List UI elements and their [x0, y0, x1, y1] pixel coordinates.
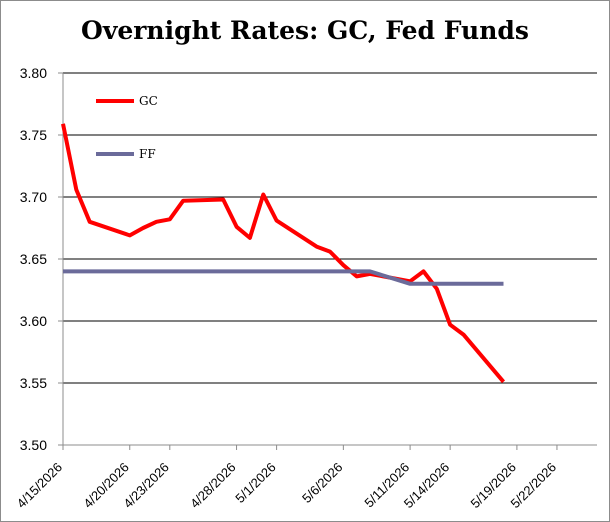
y-tick-label: 3.70 [20, 189, 47, 205]
legend-label-gc: GC [139, 94, 158, 108]
y-tick-label: 3.60 [20, 313, 47, 329]
y-tick-label: 3.55 [20, 375, 47, 391]
x-tick-label: 5/1/2026 [232, 460, 278, 506]
chart-title: Overnight Rates: GC, Fed Funds [81, 16, 529, 45]
x-tick-label: 4/28/2026 [187, 460, 239, 512]
y-tick-label: 3.65 [20, 251, 47, 267]
y-tick-label: 3.75 [20, 127, 47, 143]
y-tick-labels: 3.50 3.55 3.60 3.65 3.70 3.75 3.80 [20, 65, 63, 453]
x-tick-label: 5/6/2026 [299, 460, 345, 506]
x-tick-label: 4/15/2026 [14, 460, 66, 512]
y-tick-label: 3.50 [20, 437, 47, 453]
series-lines [61, 123, 506, 384]
legend: GC FF [96, 94, 158, 161]
series-line-gc [61, 123, 506, 384]
y-tick-label: 3.80 [20, 65, 47, 81]
series-line-ff [63, 269, 504, 286]
gridlines [63, 72, 597, 384]
legend-label-ff: FF [139, 147, 156, 161]
